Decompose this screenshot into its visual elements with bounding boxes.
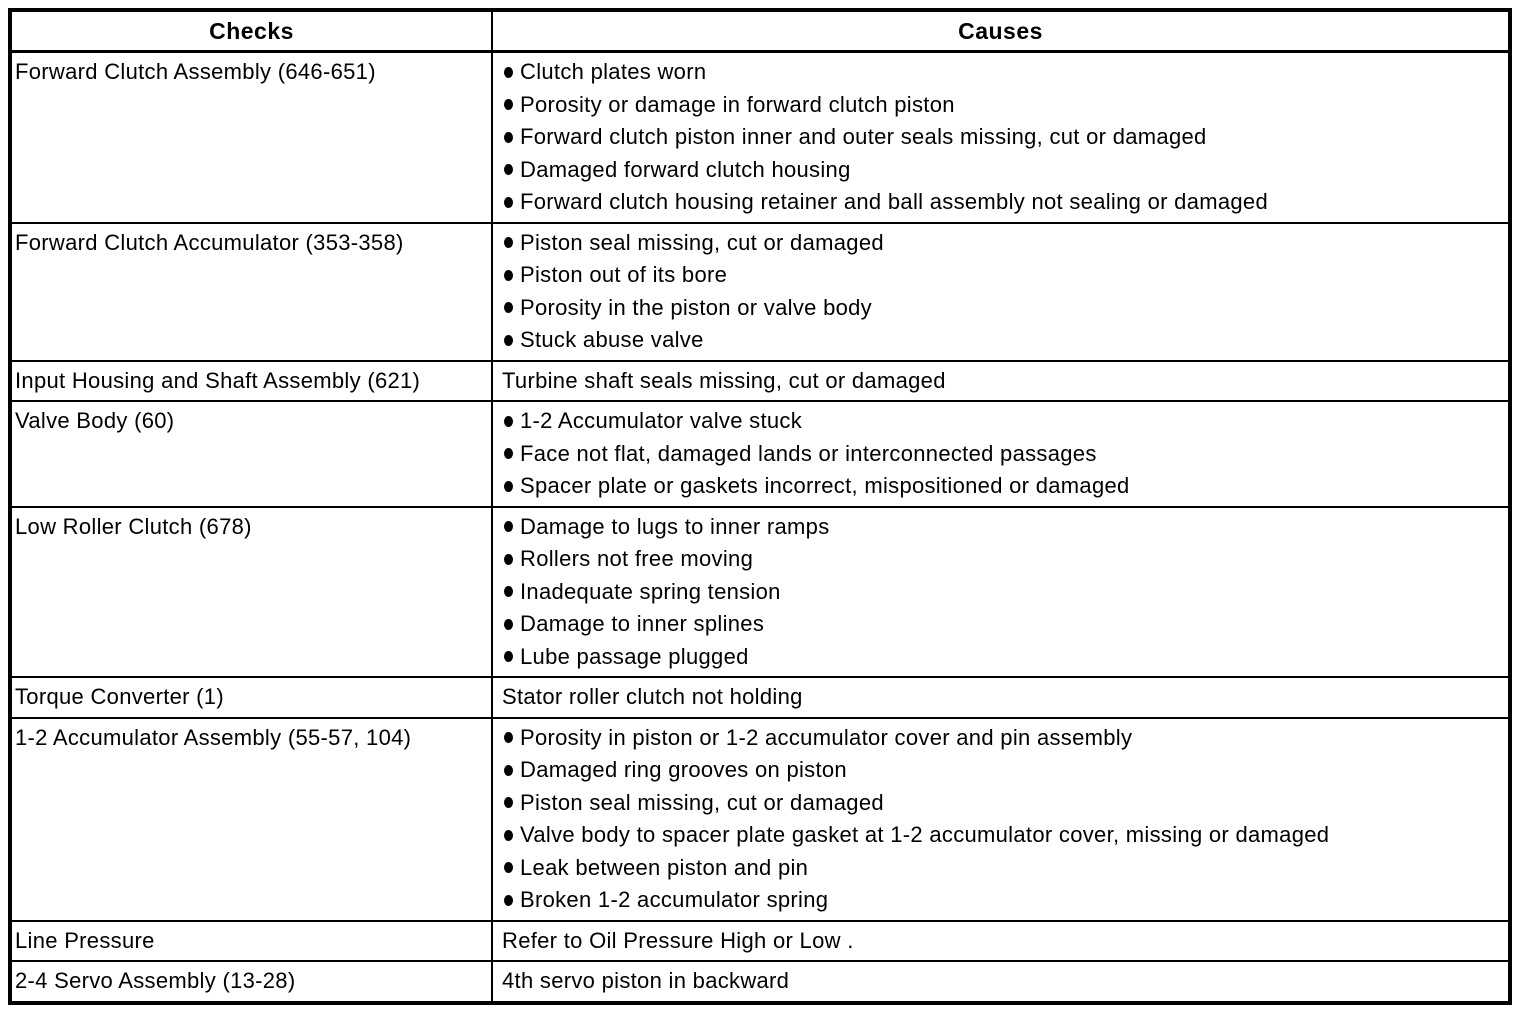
causes-cell: Stator roller clutch not holding — [491, 676, 1511, 719]
causes-cell: Porosity in piston or 1-2 accumulator co… — [491, 716, 1511, 922]
cause-item: Stuck abuse valve — [502, 324, 1500, 357]
cause-list: Porosity in piston or 1-2 accumulator co… — [502, 722, 1500, 917]
cause-item: Face not flat, damaged lands or intercon… — [502, 438, 1500, 471]
check-cell: Forward Clutch Accumulator (353-358) — [9, 221, 493, 362]
cause-item: Piston out of its bore — [502, 259, 1500, 292]
cause-item: Broken 1-2 accumulator spring — [502, 884, 1500, 917]
cause-item: 1-2 Accumulator valve stuck — [502, 405, 1500, 438]
table-body: Forward Clutch Assembly (646-651) Clutch… — [9, 50, 1511, 1004]
cause-item: Forward clutch piston inner and outer se… — [502, 121, 1500, 154]
cause-text: Refer to Oil Pressure High or Low . — [502, 927, 854, 953]
causes-cell: 4th servo piston in backward — [491, 960, 1511, 1004]
table-row: Line Pressure Refer to Oil Pressure High… — [9, 919, 1511, 962]
cause-item: Valve body to spacer plate gasket at 1-2… — [502, 819, 1500, 852]
cause-item: Rollers not free moving — [502, 543, 1500, 576]
check-cell: Low Roller Clutch (678) — [9, 505, 493, 678]
causes-cell: 1-2 Accumulator valve stuck Face not flat… — [491, 400, 1511, 508]
table-row: Torque Converter (1) Stator roller clutc… — [9, 676, 1511, 719]
check-cell: 1-2 Accumulator Assembly (55-57, 104) — [9, 716, 493, 922]
checks-causes-table: Checks Causes Forward Clutch Assembly (6… — [8, 8, 1512, 1005]
cause-text: Turbine shaft seals missing, cut or dama… — [502, 367, 946, 393]
cause-list: Piston seal missing, cut or damaged Pisto… — [502, 227, 1500, 357]
cause-item: Damage to lugs to inner ramps — [502, 511, 1500, 544]
causes-column-header: Causes — [491, 9, 1511, 53]
cause-item: Porosity in piston or 1-2 accumulator co… — [502, 722, 1500, 755]
cause-list: 1-2 Accumulator valve stuck Face not flat… — [502, 405, 1500, 503]
table-row: Valve Body (60) 1-2 Accumulator valve st… — [9, 400, 1511, 508]
table-row: 1-2 Accumulator Assembly (55-57, 104) Po… — [9, 716, 1511, 922]
table-row: Low Roller Clutch (678) Damage to lugs t… — [9, 505, 1511, 678]
table-row: Input Housing and Shaft Assembly (621) T… — [9, 359, 1511, 402]
checks-column-header: Checks — [9, 9, 493, 53]
cause-item: Porosity or damage in forward clutch pis… — [502, 89, 1500, 122]
check-cell: Torque Converter (1) — [9, 676, 493, 719]
check-cell: Input Housing and Shaft Assembly (621) — [9, 359, 493, 402]
cause-item: Inadequate spring tension — [502, 576, 1500, 609]
cause-item: Piston seal missing, cut or damaged — [502, 787, 1500, 820]
cause-item: Forward clutch housing retainer and ball… — [502, 186, 1500, 219]
causes-cell: Piston seal missing, cut or damaged Pisto… — [491, 221, 1511, 362]
cause-item: Leak between piston and pin — [502, 852, 1500, 885]
cause-item: Damaged ring grooves on piston — [502, 754, 1500, 787]
cause-item: Spacer plate or gaskets incorrect, mispo… — [502, 470, 1500, 503]
table-row: 2-4 Servo Assembly (13-28) 4th servo pis… — [9, 960, 1511, 1004]
header-row: Checks Causes — [9, 9, 1511, 53]
causes-cell: Clutch plates worn Porosity or damage in … — [491, 50, 1511, 224]
cause-item: Damaged forward clutch housing — [502, 154, 1500, 187]
cause-list: Damage to lugs to inner ramps Rollers not… — [502, 511, 1500, 674]
table-row: Forward Clutch Assembly (646-651) Clutch… — [9, 50, 1511, 224]
table-row: Forward Clutch Accumulator (353-358) Pis… — [9, 221, 1511, 362]
check-cell: Forward Clutch Assembly (646-651) — [9, 50, 493, 224]
cause-item: Porosity in the piston or valve body — [502, 292, 1500, 325]
cause-item: Clutch plates worn — [502, 56, 1500, 89]
cause-text: Stator roller clutch not holding — [502, 684, 803, 709]
check-cell: Valve Body (60) — [9, 400, 493, 508]
causes-cell: Damage to lugs to inner ramps Rollers not… — [491, 505, 1511, 678]
check-cell: Line Pressure — [9, 919, 493, 962]
causes-cell: Refer to Oil Pressure High or Low . — [491, 919, 1511, 962]
cause-item: Piston seal missing, cut or damaged — [502, 227, 1500, 260]
cause-list: Clutch plates worn Porosity or damage in … — [502, 56, 1500, 219]
cause-item: Damage to inner splines — [502, 608, 1500, 641]
cause-text: 4th servo piston in backward — [502, 968, 790, 993]
causes-cell: Turbine shaft seals missing, cut or dama… — [491, 359, 1511, 402]
check-cell: 2-4 Servo Assembly (13-28) — [9, 960, 493, 1004]
cause-item: Lube passage plugged — [502, 641, 1500, 674]
